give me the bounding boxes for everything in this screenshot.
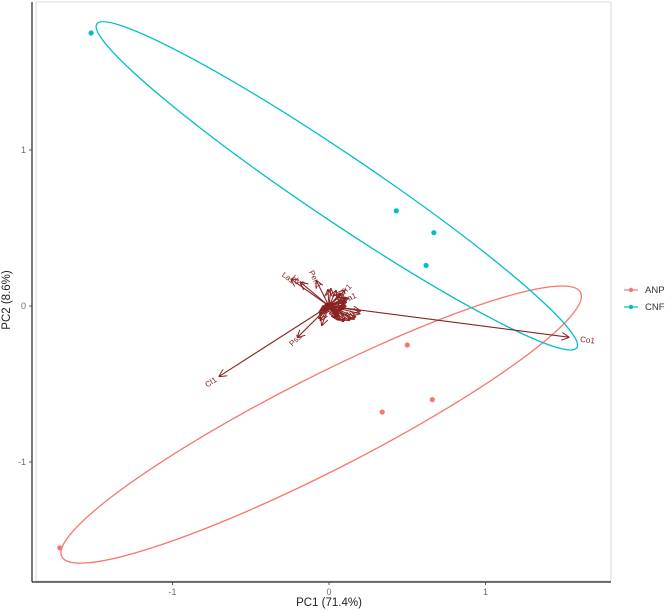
loading-vector-tr1	[328, 290, 345, 307]
y-tick-label: -1	[18, 457, 26, 467]
legend-dot-cnf	[628, 304, 634, 310]
point-cnf	[393, 208, 399, 214]
point-anp	[404, 342, 410, 348]
ellipse-anp	[60, 285, 583, 564]
loading-vector-la1	[291, 279, 330, 307]
axis-ticks: -1 0 1 -1 0 1	[18, 145, 488, 597]
legend: ANP CNF	[624, 285, 665, 313]
point-cnf	[423, 262, 429, 269]
plot-panel	[35, 1, 612, 582]
ellipse-cnf	[95, 21, 579, 351]
x-axis-title: PC1 (71.4%)	[296, 597, 362, 609]
legend-item-anp[interactable]: ANP	[624, 285, 665, 296]
data-points	[57, 30, 437, 551]
loading-vector-minor	[328, 305, 337, 317]
legend-dot-anp	[628, 287, 634, 293]
loading-vector-pa1	[328, 298, 348, 307]
loading-vector-cl1	[219, 305, 330, 376]
loading-label-co1: Co1	[580, 335, 596, 346]
x-tick-label: 1	[483, 587, 488, 597]
loading-vector-co1	[328, 305, 568, 337]
loading-vector-minor	[328, 305, 351, 319]
point-cnf	[431, 230, 437, 236]
point-anp	[57, 545, 63, 551]
legend-label-anp: ANP	[645, 285, 665, 296]
y-tick-label: 1	[21, 145, 26, 155]
x-tick-label: 0	[326, 587, 331, 597]
legend-label-cnf: CNF	[645, 302, 665, 313]
x-tick-label: -1	[168, 587, 176, 597]
point-cnf	[88, 30, 94, 36]
legend-item-cnf[interactable]: CNF	[624, 302, 665, 313]
point-anp	[429, 397, 435, 403]
y-tick-label: 0	[21, 301, 26, 311]
loading-vector-pen1	[316, 281, 330, 307]
loading-vector-ps1	[298, 305, 330, 337]
y-axis-title: PC2 (8.6%)	[1, 270, 13, 330]
confidence-ellipses	[60, 21, 583, 564]
point-anp	[379, 409, 385, 415]
